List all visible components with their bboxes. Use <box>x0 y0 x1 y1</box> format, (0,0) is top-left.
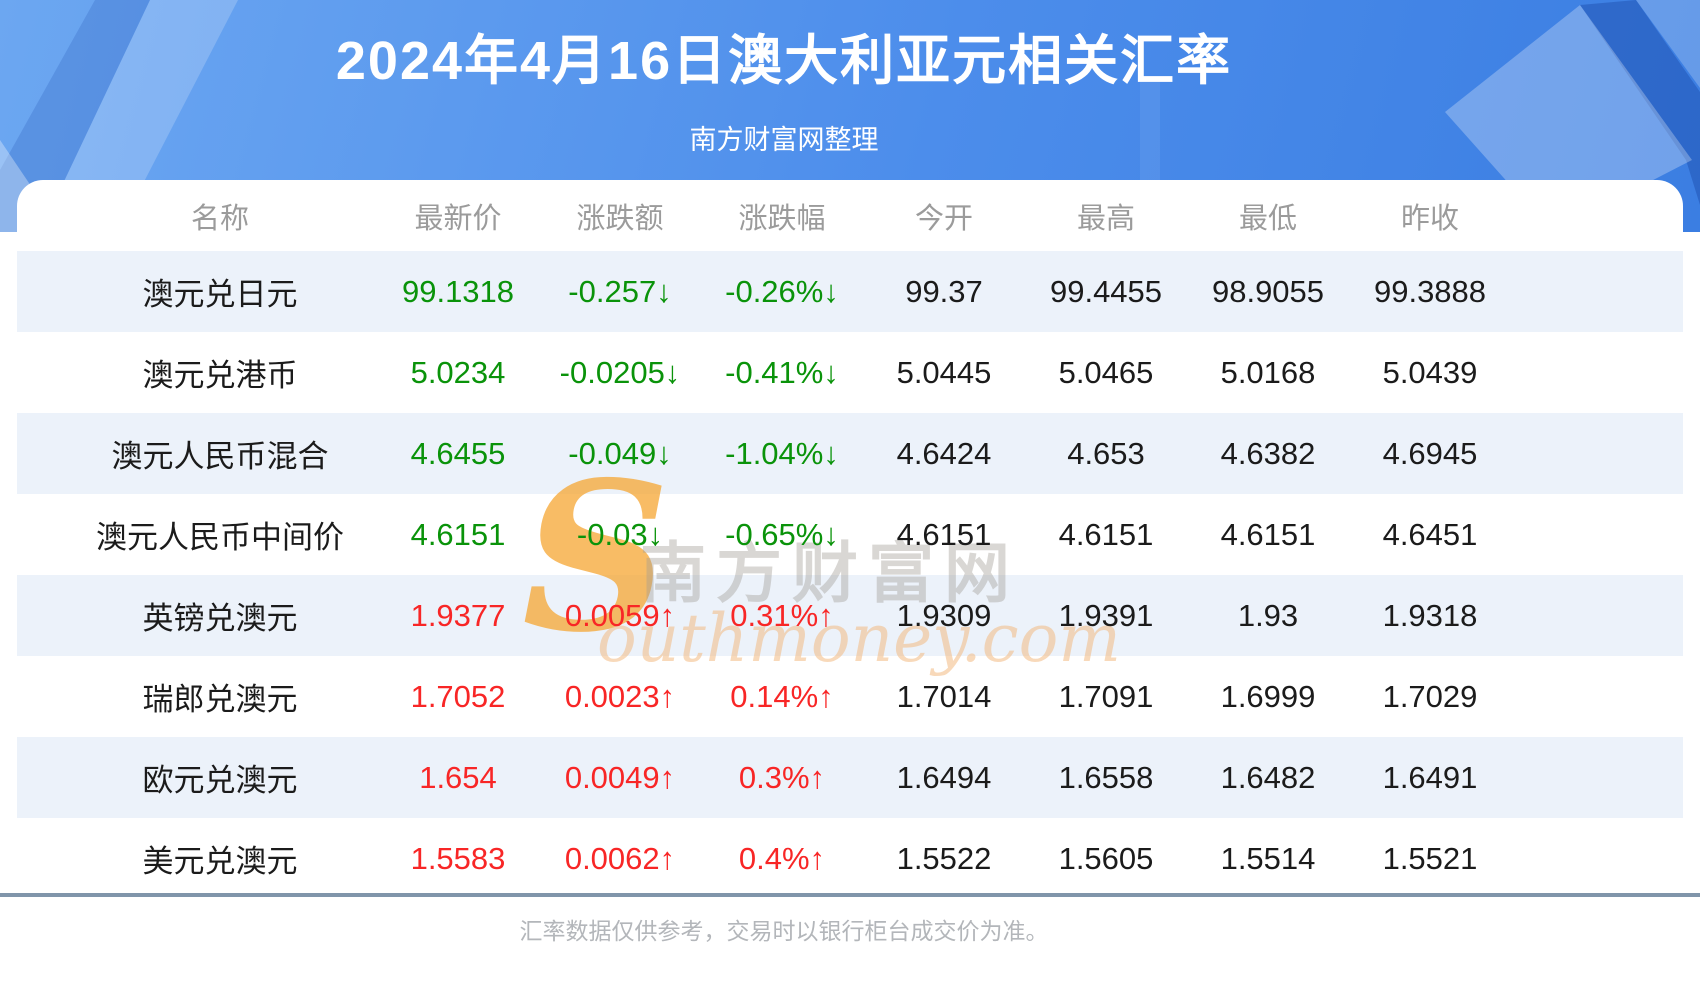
value-cell: 4.6151 <box>410 516 506 552</box>
value-cell: -0.03↓ <box>576 516 664 552</box>
footer-divider-line <box>0 893 1700 897</box>
value-cell: 1.5583 <box>410 840 506 876</box>
pair-name: 欧元兑澳元 <box>142 763 298 798</box>
page-subtitle: 南方财富网整理 <box>689 125 879 155</box>
value-cell: 1.6999 <box>1220 678 1316 714</box>
value-cell: -0.0205↓ <box>559 354 681 390</box>
value-cell: 0.3%↑ <box>738 759 826 795</box>
value-cell: 1.9309 <box>896 597 992 633</box>
stripe <box>17 251 1683 332</box>
value-cell: -0.65%↓ <box>725 516 839 552</box>
value-cell: 0.0059↑ <box>564 597 676 633</box>
value-cell: 1.93 <box>1237 597 1299 633</box>
value-cell: 0.0049↑ <box>564 759 676 795</box>
value-cell: 4.6151 <box>1058 516 1154 552</box>
pair-name: 澳元人民币混合 <box>111 439 329 474</box>
col-header-name: 名称 <box>190 202 249 235</box>
value-cell: -0.049↓ <box>568 435 672 471</box>
pair-name: 瑞郎兑澳元 <box>142 682 298 717</box>
table-row: 澳元人民币中间价 4.6151 -0.03↓ -0.65%↓ 4.6151 4.6151 4… <box>17 494 1683 575</box>
value-cell: 1.5522 <box>896 840 992 876</box>
stripe <box>17 413 1683 494</box>
col-header-low: 最低 <box>1238 202 1297 235</box>
page-title: 2024年4月16日澳大利亚元相关汇率 <box>335 31 1233 91</box>
value-cell: 4.653 <box>1067 435 1145 471</box>
value-cell: 1.6482 <box>1220 759 1316 795</box>
table-body: 澳元兑日元 99.1318 -0.257↓ -0.26%↓ 99.37 99.4455 98… <box>17 251 1683 899</box>
value-cell: 1.5605 <box>1058 840 1154 876</box>
value-cell: -0.41%↓ <box>725 354 839 390</box>
stripe <box>17 737 1683 818</box>
pair-name: 澳元兑日元 <box>142 277 298 312</box>
col-header-high: 最高 <box>1076 202 1135 235</box>
col-header-change: 涨跌额 <box>576 202 664 235</box>
value-cell: 1.9391 <box>1058 597 1154 633</box>
table-row: 美元兑澳元 1.5583 0.0062↑ 0.4%↑ 1.5522 1.5605 1.551… <box>17 818 1683 899</box>
value-cell: 4.6424 <box>896 435 992 471</box>
value-cell: 1.6491 <box>1382 759 1478 795</box>
value-cell: 99.4455 <box>1049 273 1163 309</box>
value-cell: 4.6382 <box>1220 435 1316 471</box>
value-cell: 1.7029 <box>1382 678 1478 714</box>
value-cell: -0.257↓ <box>568 273 672 309</box>
value-cell: 5.0439 <box>1382 354 1478 390</box>
value-cell: 4.6451 <box>1382 516 1478 552</box>
hero-text-block: 2024年4月16日澳大利亚元相关汇率 南方财富网整理 <box>0 0 1568 157</box>
footer-disclaimer: 汇率数据仅供参考，交易时以银行柜台成交价为准。 <box>519 918 1049 944</box>
value-cell: 5.0234 <box>410 354 506 390</box>
value-cell: 0.4%↑ <box>738 840 826 876</box>
value-cell: 1.7014 <box>896 678 992 714</box>
pair-name: 英镑兑澳元 <box>142 601 298 636</box>
value-cell: -1.04%↓ <box>725 435 839 471</box>
table-row: 澳元人民币混合 4.6455 -0.049↓ -1.04%↓ 4.6424 4.653 4.… <box>17 413 1683 494</box>
table-row: 澳元兑日元 99.1318 -0.257↓ -0.26%↓ 99.37 99.4455 98… <box>17 251 1683 332</box>
pair-name: 美元兑澳元 <box>142 844 298 879</box>
value-cell: 99.1318 <box>401 273 515 309</box>
value-cell: 1.7091 <box>1058 678 1154 714</box>
table-row: 英镑兑澳元 1.9377 0.0059↑ 0.31%↑ 1.9309 1.9391 1.93… <box>17 575 1683 656</box>
value-cell: 4.6151 <box>1220 516 1316 552</box>
stripe <box>17 575 1683 656</box>
table-row: 欧元兑澳元 1.654 0.0049↑ 0.3%↑ 1.6494 1.6558 1.6482… <box>17 737 1683 818</box>
table-row: 瑞郎兑澳元 1.7052 0.0023↑ 0.14%↑ 1.7014 1.7091 1.69… <box>17 656 1683 737</box>
value-cell: 0.14%↑ <box>730 678 834 714</box>
table-row: 澳元兑港币 5.0234 -0.0205↓ -0.41%↓ 5.0445 5.0465 5.… <box>17 332 1683 413</box>
value-cell: 99.37 <box>905 273 983 309</box>
table-header-row: 名称 最新价 涨跌额 涨跌幅 今开 最高 最低 昨收 <box>17 180 1683 251</box>
rates-table-card: S 南方财富网 outhmoney.com 名称 最新价 涨跌额 涨跌幅 今开 … <box>17 180 1683 899</box>
value-cell: 0.0023↑ <box>564 678 676 714</box>
value-cell: 99.3888 <box>1373 273 1487 309</box>
value-cell: 1.5521 <box>1382 840 1478 876</box>
value-cell: 1.9377 <box>410 597 506 633</box>
value-cell: 4.6945 <box>1382 435 1478 471</box>
value-cell: 1.7052 <box>410 678 506 714</box>
value-cell: 5.0445 <box>896 354 992 390</box>
value-cell: 0.0062↑ <box>564 840 676 876</box>
hero-faint-bar-decoration <box>1140 80 1160 180</box>
value-cell: 1.6494 <box>896 759 992 795</box>
value-cell: 5.0168 <box>1220 354 1316 390</box>
hero-banner: 2024年4月16日澳大利亚元相关汇率 南方财富网整理 <box>0 0 1700 232</box>
value-cell: 0.31%↑ <box>730 597 834 633</box>
value-cell: 1.9318 <box>1382 597 1478 633</box>
col-header-pct: 涨跌幅 <box>738 202 826 235</box>
value-cell: 1.654 <box>419 759 497 795</box>
value-cell: 1.6558 <box>1058 759 1154 795</box>
col-header-open: 今开 <box>914 202 973 235</box>
value-cell: 98.9055 <box>1211 273 1325 309</box>
pair-name: 澳元人民币中间价 <box>96 520 344 555</box>
pair-name: 澳元兑港币 <box>142 358 298 393</box>
col-header-last: 最新价 <box>414 202 502 235</box>
col-header-prev: 昨收 <box>1400 202 1459 235</box>
value-cell: 5.0465 <box>1058 354 1154 390</box>
value-cell: 1.5514 <box>1220 840 1316 876</box>
value-cell: 4.6455 <box>410 435 506 471</box>
value-cell: 4.6151 <box>896 516 992 552</box>
value-cell: -0.26%↓ <box>725 273 839 309</box>
row-stripes-layer <box>17 180 1683 899</box>
